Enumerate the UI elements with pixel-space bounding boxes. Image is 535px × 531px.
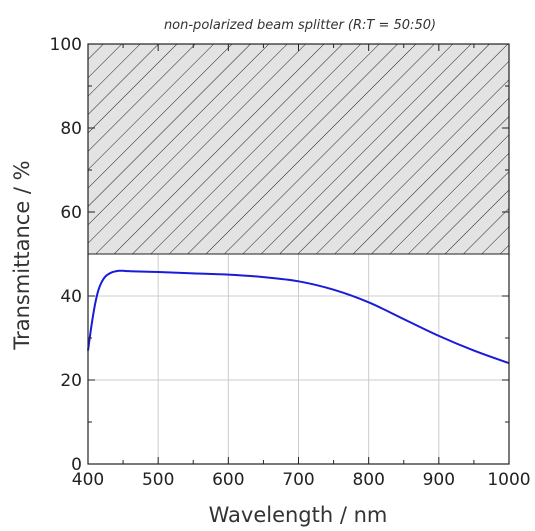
chart-title: non-polarized beam splitter (R:T = 50:50…	[164, 18, 436, 33]
x-tick-label: 1000	[487, 470, 530, 490]
hatched-region	[88, 44, 509, 254]
y-tick-label: 80	[60, 119, 82, 139]
x-tick-label: 700	[282, 470, 314, 490]
y-tick-label: 60	[60, 203, 82, 223]
y-tick-label: 40	[60, 287, 82, 307]
y-tick-label: 20	[60, 371, 82, 391]
y-tick-label: 0	[71, 455, 82, 475]
x-tick-label: 800	[352, 470, 384, 490]
x-tick-label: 500	[142, 470, 174, 490]
y-tick-label: 100	[50, 35, 82, 55]
x-tick-label: 600	[212, 470, 244, 490]
y-axis-label: Transmittance / %	[10, 160, 34, 350]
x-axis-label: Wavelength / nm	[209, 503, 388, 527]
x-tick-label: 900	[423, 470, 455, 490]
